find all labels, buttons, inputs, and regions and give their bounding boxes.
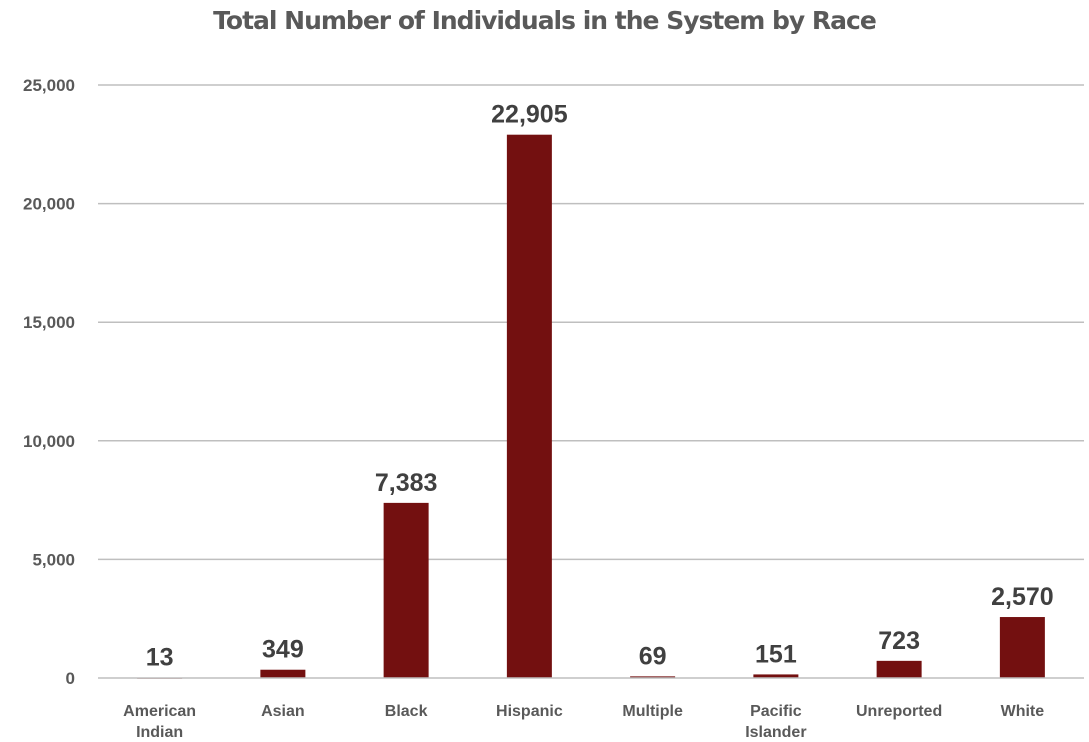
bar: [753, 674, 799, 678]
x-tick-label: White: [1001, 703, 1045, 720]
x-tick-label-line: White: [1001, 703, 1045, 720]
bar: [876, 660, 922, 678]
x-tick-label: Asian: [261, 703, 305, 720]
data-label: 13: [146, 644, 174, 672]
data-label: 7,383: [375, 469, 438, 497]
x-tick-label: Unreported: [856, 703, 942, 720]
y-tick-label: 15,000: [23, 313, 75, 332]
x-tick-label-line: Unreported: [856, 703, 942, 720]
x-tick-label: Black: [385, 703, 428, 720]
x-tick-label-line: Pacific: [750, 703, 802, 720]
bar: [260, 669, 306, 678]
bar: [506, 134, 552, 678]
data-label: 22,905: [491, 101, 568, 129]
data-label: 723: [878, 627, 920, 655]
x-tick-label-line: Hispanic: [496, 703, 563, 720]
x-tick-label: Hispanic: [496, 703, 563, 720]
y-tick-label: 5,000: [32, 550, 75, 569]
x-tick-label-line: Asian: [261, 703, 305, 720]
chart-title: Total Number of Individuals in the Syste…: [213, 6, 877, 35]
y-tick-label: 25,000: [23, 76, 75, 95]
data-label: 151: [755, 640, 797, 668]
y-tick-label: 10,000: [23, 432, 75, 451]
bar: [383, 502, 429, 678]
x-tick-label: American Indian: [123, 703, 196, 741]
x-tick-label-line: American: [123, 703, 196, 720]
x-tick-label: Multiple: [622, 703, 683, 720]
bar: [999, 617, 1045, 678]
y-tick-label: 20,000: [23, 195, 75, 214]
y-tick-label: 0: [66, 669, 75, 688]
bar: [630, 676, 676, 678]
data-label: 349: [262, 636, 304, 664]
x-tick-label-line: Multiple: [622, 703, 683, 720]
x-tick-label-line: Islander: [745, 724, 806, 741]
x-tick-label-line: Black: [385, 703, 428, 720]
x-tick-label: Pacific Islander: [745, 703, 806, 741]
data-label: 2,570: [991, 583, 1054, 611]
x-tick-label-line: Indian: [136, 724, 183, 741]
data-label: 69: [639, 642, 667, 670]
